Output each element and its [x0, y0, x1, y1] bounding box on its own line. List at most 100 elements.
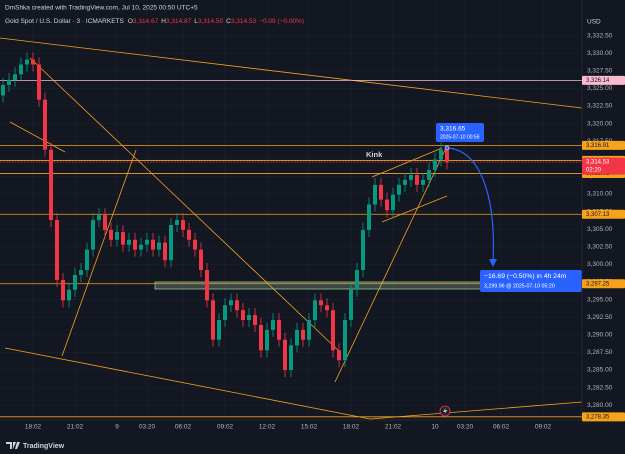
- x-tick-label: 12:02: [259, 424, 276, 431]
- x-tick-label: 21:02: [67, 424, 84, 431]
- trend-line: [381, 195, 448, 223]
- high-callout-time: 2025-07-10 00:56: [440, 134, 480, 140]
- candle-body: [379, 184, 383, 200]
- candle-body: [1, 84, 5, 96]
- high-callout-box: [436, 123, 484, 142]
- countdown: 02:20: [586, 168, 602, 174]
- legend-part: H: [161, 18, 166, 25]
- candle-body: [271, 320, 275, 330]
- arrow-head: [489, 259, 497, 267]
- candle-body: [445, 149, 449, 163]
- y-tick-label: 3,325.00: [587, 85, 613, 92]
- candle-body: [355, 270, 359, 290]
- candle-body: [403, 179, 407, 185]
- price-tag-label: 3,278.35: [586, 414, 610, 420]
- brand: TradingView: [23, 443, 65, 450]
- x-tick-label: 06:02: [175, 424, 192, 431]
- candle-body: [97, 215, 101, 221]
- legend-part: 3,314.50: [198, 18, 224, 25]
- candle-body: [157, 242, 161, 250]
- price-tag: [582, 75, 625, 85]
- candle-body: [283, 339, 287, 371]
- y-tick-label: 3,290.00: [587, 332, 613, 339]
- footer: [0, 437, 625, 454]
- candle-body: [235, 300, 239, 311]
- trend-lines: [0, 37, 583, 420]
- price-tags: 3,326.143,316.913,314.773,312.923,307.13…: [582, 75, 625, 422]
- price-axis: [582, 0, 625, 454]
- y-tick-label: 3,332.50: [587, 32, 613, 39]
- x-tick-label: 03:20: [457, 424, 474, 431]
- candle-body: [439, 149, 443, 160]
- candle-body: [217, 320, 221, 340]
- candle-body: [295, 329, 299, 346]
- x-tick-label: 21:02: [385, 424, 402, 431]
- candle-body: [61, 279, 65, 301]
- y-tick-label: 3,300.00: [587, 261, 613, 268]
- y-tick-label: 3,295.00: [587, 296, 613, 303]
- projection-arrow: [446, 147, 494, 263]
- legend: Gold Spot / U.S. Dollar · 3 · ICMARKETS O…: [5, 18, 304, 25]
- candle-body: [67, 289, 71, 301]
- candle-body: [415, 174, 419, 185]
- x-tick-label: 18:02: [25, 424, 42, 431]
- candle-body: [109, 229, 113, 240]
- candle-body: [25, 59, 29, 65]
- candle-body: [241, 310, 245, 321]
- candle-body: [343, 320, 347, 361]
- candle-body: [31, 59, 35, 65]
- y-tick-label: 3,305.00: [587, 226, 613, 233]
- logo-icon: [6, 442, 20, 449]
- price-tag-label: 3,316.91: [586, 143, 610, 149]
- candle-body: [421, 179, 425, 185]
- candle-body: [211, 300, 215, 340]
- trend-line: [371, 147, 443, 178]
- candle-body: [337, 350, 341, 361]
- candle-body: [193, 239, 197, 250]
- candle-body: [301, 329, 305, 340]
- candle-body: [7, 79, 11, 85]
- candle-body: [145, 239, 149, 245]
- candle-body: [289, 345, 293, 371]
- x-tick-label: 10: [431, 424, 439, 431]
- candle-body: [163, 242, 167, 261]
- y-axis: 3,280.00 3,282.50 3,285.00 3,287.50 3,290.00…: [587, 32, 613, 409]
- legend-part: 3,314.87: [166, 18, 192, 25]
- trend-line: [0, 37, 583, 109]
- candle-body: [247, 315, 251, 321]
- y-tick-label: 3,282.50: [587, 384, 613, 391]
- candle-body: [55, 220, 59, 280]
- x-axis: 18:02 21:02 9 03:20 06:02 09:02 12:02 15:02 18:0…: [25, 424, 552, 431]
- candle-body: [181, 220, 185, 230]
- legend-part: C: [226, 18, 231, 25]
- range-box: [154, 281, 482, 290]
- candles: [1, 52, 449, 378]
- x-tick-label: 03:20: [139, 424, 156, 431]
- legend-part: L: [194, 18, 198, 25]
- candle-body: [397, 184, 401, 195]
- candle-body: [253, 315, 257, 325]
- candle-body: [223, 305, 227, 321]
- candle-body: [199, 249, 203, 271]
- candle-body: [49, 149, 53, 221]
- arrow-start: [444, 145, 450, 151]
- candle-body: [319, 300, 323, 306]
- candle-body: [175, 220, 179, 225]
- trend-line: [4, 347, 371, 420]
- price-tag: [582, 412, 625, 422]
- candle-body: [313, 300, 317, 321]
- candle-body: [391, 194, 395, 211]
- y-tick-label: 3,302.50: [587, 244, 613, 251]
- candle-body: [229, 300, 233, 306]
- x-tick-label: 09:02: [535, 424, 552, 431]
- candle-body: [427, 170, 431, 180]
- candle-body: [325, 305, 329, 311]
- trend-line: [9, 121, 66, 153]
- projection-change: −16.69 (−0.50%) in 4h 24m: [484, 273, 567, 280]
- candle-body: [331, 310, 335, 351]
- legend-part: O: [128, 18, 133, 25]
- x-tick-label: 15:02: [301, 424, 318, 431]
- candle-body: [139, 244, 143, 250]
- candle-body: [277, 320, 281, 340]
